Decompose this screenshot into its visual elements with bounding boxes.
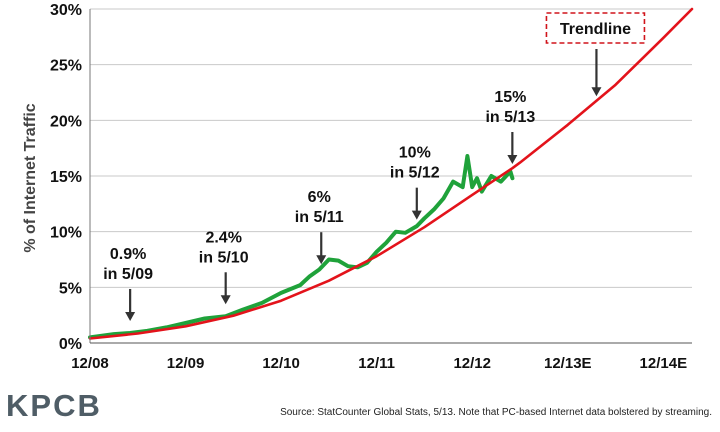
x-tick-label-3: 12/11 bbox=[358, 355, 395, 372]
y-tick-label-0: 0% bbox=[59, 336, 82, 353]
trendline-label: Trendline bbox=[560, 21, 631, 38]
x-tick-label-5: 12/13E bbox=[544, 355, 592, 372]
annotation-value-4: 15% bbox=[494, 89, 526, 106]
x-tick-label-1: 12/09 bbox=[167, 355, 205, 372]
annotation-value-2: 6% bbox=[308, 189, 331, 206]
annotation-arrow-1-head bbox=[220, 295, 231, 305]
axes bbox=[89, 9, 692, 344]
source-note: Source: StatCounter Global Stats, 5/13. … bbox=[280, 407, 712, 418]
annotation-date-0: in 5/09 bbox=[103, 266, 153, 283]
grid bbox=[90, 8, 692, 344]
y-tick-label-5: 25% bbox=[50, 58, 82, 75]
annotation-arrow-3-head bbox=[411, 210, 422, 220]
series-line-1 bbox=[88, 7, 694, 340]
y-tick-label-2: 10% bbox=[50, 225, 82, 242]
annotation-arrow-0-head bbox=[125, 311, 136, 321]
annotation-arrow-4-head bbox=[507, 155, 518, 164]
y-tick-label-6: 30% bbox=[50, 2, 82, 19]
chart: 0% 5% 10% 15% 20% 25% 30% 12/08 12/09 12/10 12/11 1… bbox=[22, 2, 694, 372]
annotation-date-4: in 5/13 bbox=[485, 109, 535, 126]
tick-labels: 0% 5% 10% 15% 20% 25% 30% 12/08 12/09 12/10 12/11 1… bbox=[50, 2, 687, 372]
y-axis-label: % of Internet Traffic bbox=[22, 103, 39, 252]
x-tick-label-6: 12/14E bbox=[640, 355, 688, 372]
y-tick-label-3: 15% bbox=[50, 169, 82, 186]
kpcb-logo: KPCB bbox=[6, 388, 102, 423]
annotation-arrow-2-head bbox=[316, 255, 327, 265]
annotation-value-0: 0.9% bbox=[110, 246, 146, 263]
series-group bbox=[88, 7, 694, 340]
series-line-0 bbox=[88, 154, 515, 340]
x-tick-label-2: 12/10 bbox=[262, 355, 300, 372]
y-tick-label-4: 20% bbox=[50, 113, 82, 130]
x-tick-label-4: 12/12 bbox=[453, 355, 491, 372]
annotations: 0.9% in 5/09 2.4% in 5/10 6% in 5/11 10% in 5/1… bbox=[103, 12, 646, 321]
annotation-value-1: 2.4% bbox=[205, 229, 241, 246]
trendline-label-box bbox=[545, 12, 646, 44]
x-tick-label-0: 12/08 bbox=[71, 355, 109, 372]
annotation-date-2: in 5/11 bbox=[295, 209, 344, 226]
annotation-date-3: in 5/12 bbox=[390, 165, 440, 182]
annotation-value-3: 10% bbox=[399, 145, 431, 162]
annotation-date-1: in 5/10 bbox=[199, 249, 249, 266]
y-tick-label-1: 5% bbox=[59, 280, 82, 297]
trendline-arrow-head bbox=[591, 87, 602, 97]
